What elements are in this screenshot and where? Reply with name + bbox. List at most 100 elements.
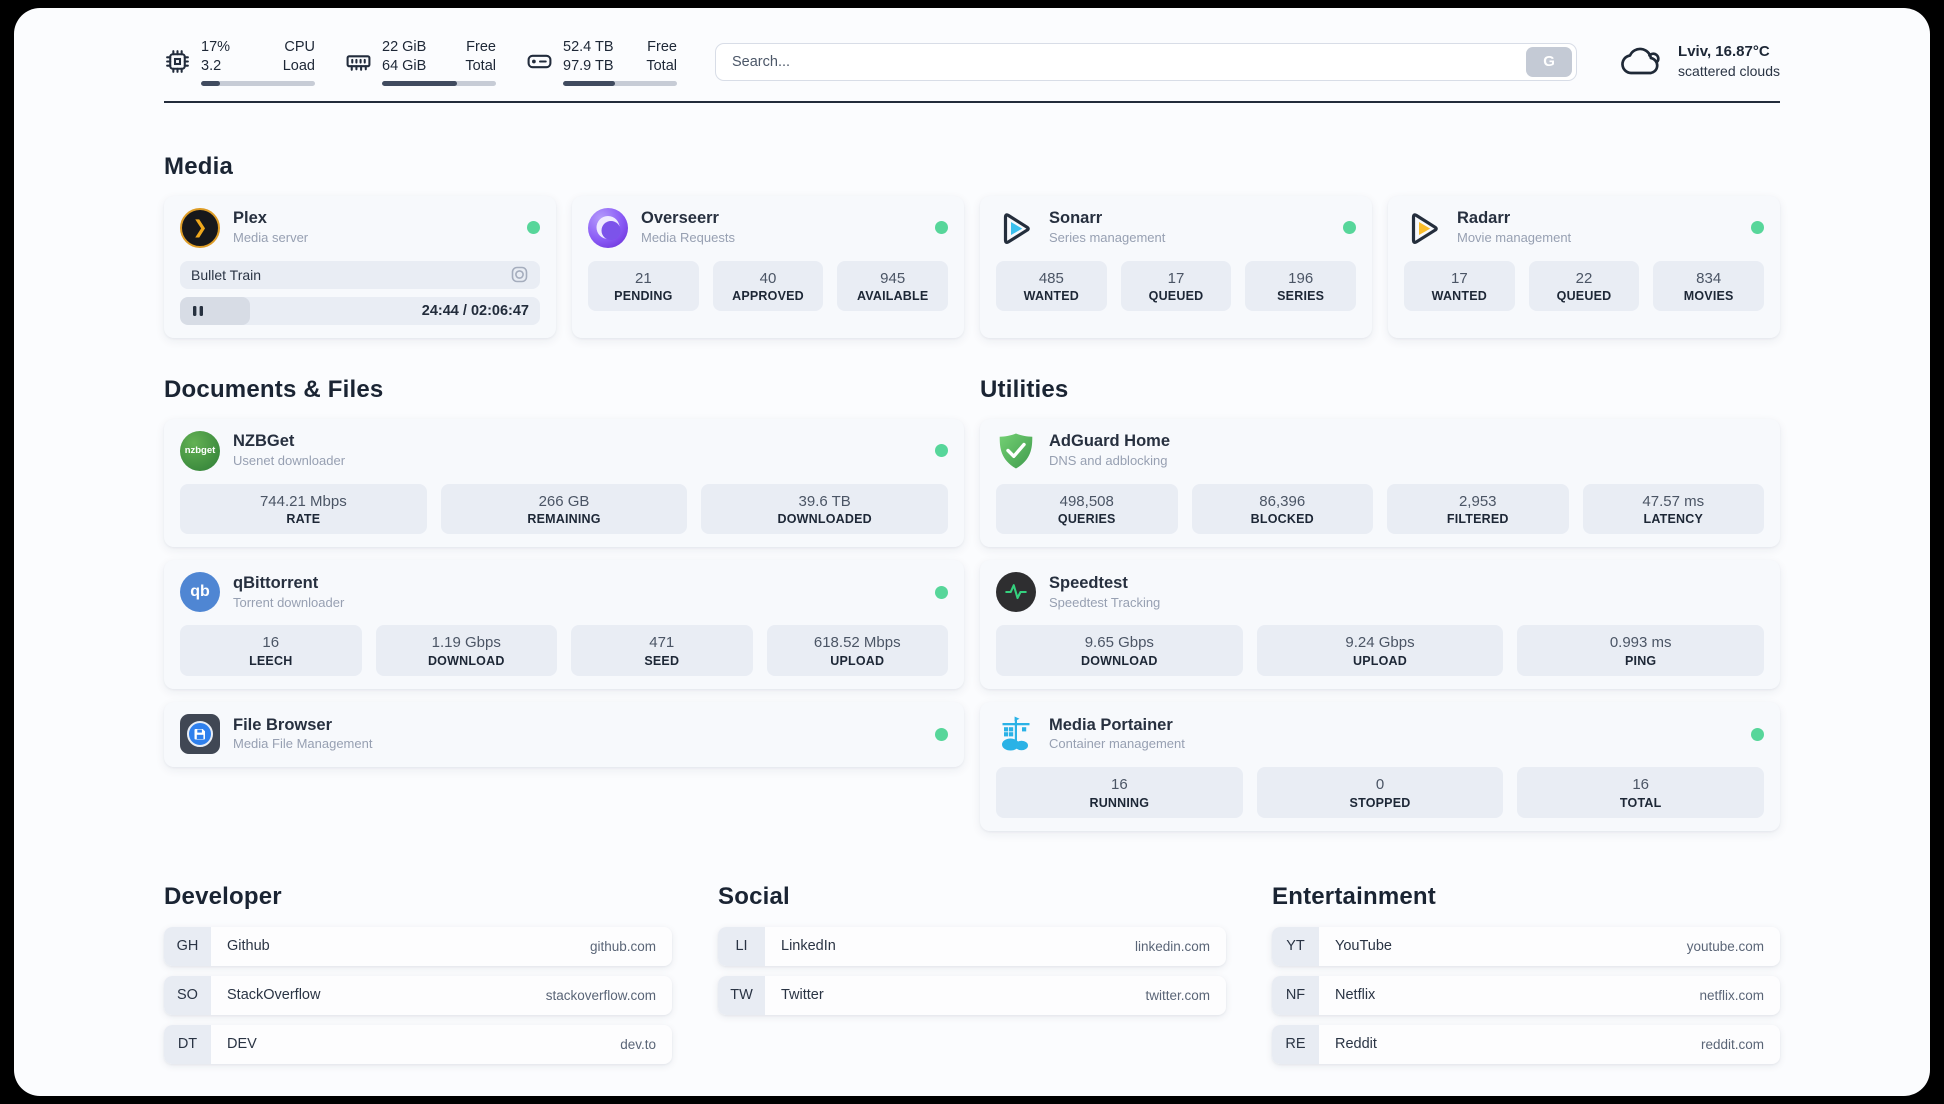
- link-badge: RE: [1272, 1024, 1319, 1064]
- link-twitter[interactable]: TW Twitter twitter.com: [718, 975, 1226, 1015]
- app-title: Speedtest: [1049, 574, 1128, 593]
- adguard-card[interactable]: AdGuard Home DNS and adblocking 498,508 …: [980, 418, 1780, 548]
- disk-label-1: Free: [647, 39, 677, 55]
- link-url: stackoverflow.com: [545, 987, 656, 1003]
- app-title: Overseerr: [641, 209, 719, 228]
- link-name: YouTube: [1335, 938, 1392, 955]
- app-title: NZBGet: [233, 432, 295, 451]
- sonarr-card[interactable]: Sonarr Series management 485 WANTED 17 Q…: [980, 195, 1372, 338]
- adguard-icon: [996, 431, 1036, 471]
- nzbget-card[interactable]: nzbget NZBGet Usenet downloader 744.21 M…: [164, 418, 964, 548]
- section-heading-developer: Developer: [164, 882, 282, 910]
- disk-metric: 52.4 TB 97.9 TB Free Total: [526, 38, 677, 86]
- pause-icon[interactable]: [191, 304, 205, 318]
- stat-leech: 16 LEECH: [180, 625, 362, 677]
- stat-upload: 9.24 Gbps UPLOAD: [1256, 625, 1504, 677]
- app-title: Sonarr: [1049, 209, 1103, 228]
- app-subtitle: Container management: [1049, 736, 1185, 752]
- stat-available: 945 AVAILABLE: [837, 260, 949, 312]
- link-badge: TW: [718, 975, 765, 1015]
- filebrowser-card[interactable]: File Browser Media File Management: [164, 702, 964, 768]
- weather-widget[interactable]: Lviv, 16.87°C scattered clouds: [1619, 42, 1780, 81]
- ram-total-value: 64 GiB: [382, 57, 427, 74]
- status-dot: [935, 727, 948, 741]
- playback-progress-row: 24:44 / 02:06:47: [180, 296, 540, 325]
- link-reddit[interactable]: RE Reddit reddit.com: [1272, 1024, 1780, 1064]
- search-input[interactable]: [716, 53, 1527, 70]
- cpu-progress-fill: [201, 81, 221, 86]
- link-stackoverflow[interactable]: SO StackOverflow stackoverflow.com: [164, 975, 672, 1015]
- session-icon[interactable]: [510, 265, 529, 284]
- app-title: Media Portainer: [1049, 715, 1173, 734]
- section-heading-social: Social: [718, 882, 790, 910]
- cpu-metric: 17% 3.2 CPU Load: [164, 38, 315, 86]
- stat-pending: 21 PENDING: [588, 260, 699, 312]
- stat-download: 1.19 Gbps DOWNLOAD: [375, 625, 557, 677]
- disk-icon: [527, 55, 552, 69]
- plex-icon: ❯: [180, 207, 220, 248]
- cloud-icon: [1621, 47, 1660, 75]
- search-engine-button[interactable]: G: [1526, 46, 1573, 77]
- link-name: Netflix: [1335, 987, 1376, 1004]
- link-url: github.com: [589, 938, 656, 954]
- status-dot: [1751, 727, 1764, 741]
- status-dot: [935, 444, 948, 458]
- app-title: qBittorrent: [233, 574, 319, 593]
- stat-approved: 40 APPROVED: [712, 260, 824, 312]
- filebrowser-icon: [180, 714, 220, 755]
- app-subtitle: Media server: [233, 229, 309, 245]
- link-linkedin[interactable]: LI LinkedIn linkedin.com: [718, 926, 1226, 966]
- app-subtitle: Movie management: [1457, 229, 1572, 245]
- stat-queued: 17 QUEUED: [1120, 260, 1232, 312]
- speedtest-card[interactable]: Speedtest Speedtest Tracking 9.65 Gbps D…: [980, 560, 1780, 690]
- top-bar: 17% 3.2 CPU Load: [164, 38, 1780, 86]
- overseerr-icon: [588, 207, 628, 248]
- overseerr-card[interactable]: Overseerr Media Requests 21 PENDING 40 A…: [572, 195, 964, 338]
- link-name: DEV: [227, 1036, 257, 1053]
- link-github[interactable]: GH Github github.com: [164, 926, 672, 966]
- link-netflix[interactable]: NF Netflix netflix.com: [1272, 975, 1780, 1015]
- radarr-card[interactable]: Radarr Movie management 17 WANTED 22 QUE…: [1388, 195, 1780, 338]
- sonarr-icon: [996, 208, 1036, 248]
- system-metrics: 17% 3.2 CPU Load: [164, 38, 677, 86]
- app-title: File Browser: [233, 715, 333, 734]
- disk-free-value: 52.4 TB: [563, 39, 614, 55]
- stat-download: 9.65 Gbps DOWNLOAD: [996, 625, 1243, 677]
- ram-free-value: 22 GiB: [382, 39, 427, 55]
- stat-queries: 498,508 QUERIES: [996, 483, 1178, 535]
- link-badge: YT: [1272, 926, 1319, 966]
- cpu-icon: [166, 50, 189, 74]
- app-subtitle: Series management: [1049, 229, 1166, 245]
- stat-upload: 618.52 Mbps UPLOAD: [766, 625, 948, 677]
- app-subtitle: Speedtest Tracking: [1049, 594, 1161, 610]
- stat-ping: 0.993 ms PING: [1517, 625, 1765, 677]
- portainer-card[interactable]: Media Portainer Container management 16 …: [980, 702, 1780, 831]
- disk-label-2: Total: [646, 57, 677, 74]
- stat-blocked: 86,396 BLOCKED: [1191, 483, 1373, 535]
- search-bar: G: [715, 42, 1578, 81]
- link-url: netflix.com: [1699, 987, 1764, 1003]
- playback-progress-fill: [180, 296, 251, 325]
- status-dot: [1343, 221, 1356, 235]
- nzbget-icon: nzbget: [180, 430, 220, 471]
- link-name: Github: [227, 938, 270, 955]
- ram-progress-track: [382, 81, 496, 86]
- link-badge: LI: [718, 926, 765, 966]
- stat-filtered: 2,953 FILTERED: [1387, 483, 1569, 535]
- weather-condition: scattered clouds: [1678, 63, 1780, 80]
- link-url: twitter.com: [1145, 987, 1210, 1003]
- stat-seed: 471 SEED: [571, 625, 753, 677]
- link-url: youtube.com: [1686, 938, 1764, 954]
- link-youtube[interactable]: YT YouTube youtube.com: [1272, 926, 1780, 966]
- app-title: Radarr: [1457, 209, 1511, 228]
- link-dev[interactable]: DT DEV dev.to: [164, 1024, 672, 1064]
- stat-series: 196 SERIES: [1245, 260, 1357, 312]
- link-badge: DT: [164, 1024, 211, 1064]
- qbittorrent-card[interactable]: qb qBittorrent Torrent downloader 16 LEE…: [164, 560, 964, 690]
- playback-time: 24:44 / 02:06:47: [421, 302, 529, 319]
- ram-label-1: Free: [466, 39, 496, 55]
- plex-card[interactable]: ❯ Plex Media server Bullet Train: [164, 195, 556, 338]
- link-name: Twitter: [781, 987, 824, 1004]
- stat-remaining: 266 GB REMAINING: [440, 483, 688, 535]
- speedtest-icon: [996, 572, 1036, 613]
